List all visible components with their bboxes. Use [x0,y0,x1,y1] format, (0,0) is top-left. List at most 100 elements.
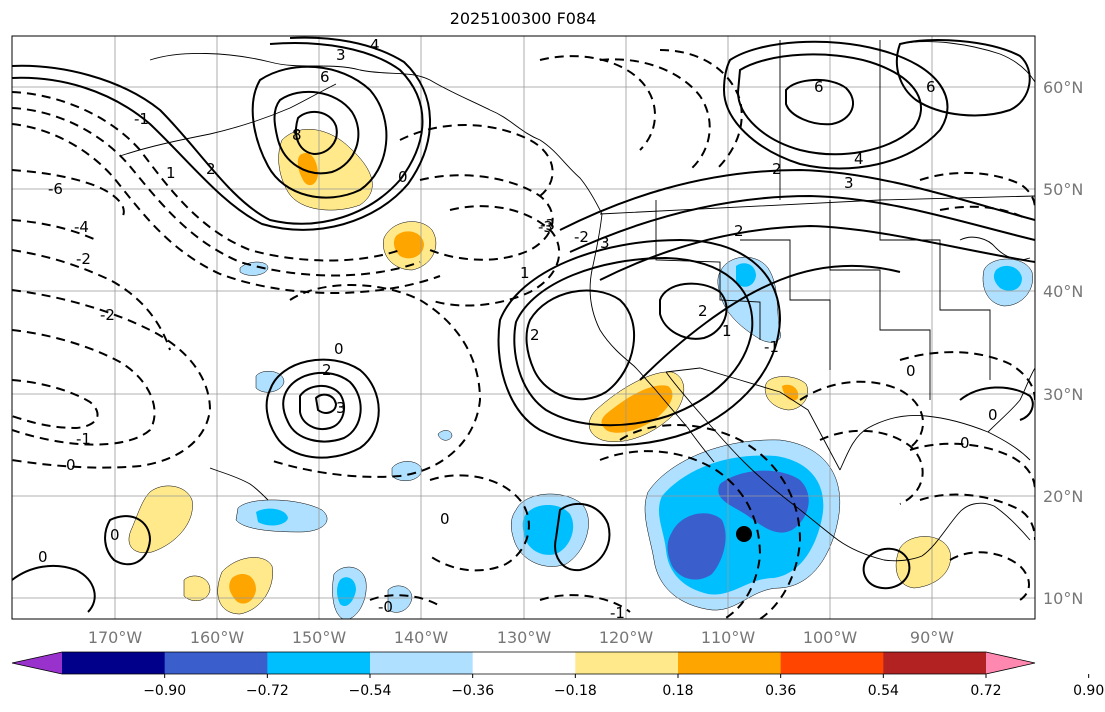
contour-dashed [12,107,421,277]
colorbar-tick-label: −0.18 [554,683,597,699]
shade-orange-midpac [393,231,424,259]
contour-label: -2 [76,250,91,268]
shade-blue-offshore [522,505,574,555]
lat-label: 10°N [1043,589,1083,608]
contour-label: 2 [530,326,540,344]
contour-dashed [539,594,631,613]
lon-label: 160°W [190,628,245,647]
colorbar-segment [472,652,576,674]
contour-label: 2 [698,302,708,320]
contour-label: 2 [206,160,216,178]
contour-label: -0 [378,598,393,616]
contour-label: 1 [722,322,732,340]
contour-label: 1 [520,264,530,282]
lon-labels: 170°W 160°W 150°W 140°W 130°W 120°W 110°… [88,628,954,647]
contour-dashed [899,351,1035,401]
colorbar-tick-label: −0.72 [246,683,289,699]
contour-solid [12,36,431,231]
coast-aleutians [119,83,337,157]
colorbar-segment [883,652,987,674]
contour-dashed [919,171,1035,209]
contour-label: -3 [538,218,553,236]
contour-dashed [12,91,401,262]
contour-label: 0 [398,168,408,186]
contour-dashed [12,249,171,351]
shade-darkblue-mexico-b [667,513,726,580]
contour-dashed [429,205,561,307]
colorbar-tick-label: 0.18 [662,683,693,699]
contour-dashed [12,379,99,430]
coast-yucatan [921,502,1031,557]
contour-label: 0 [66,456,76,474]
coastlines [119,40,1035,562]
shade-blue-south1 [337,577,356,607]
contour-solid [265,358,380,459]
contour-label: 3 [336,46,346,64]
shade-blue-great-lakes [993,265,1022,291]
contour-label: 2 [772,160,782,178]
map-content: 6 8 3 4 2 1 0 -1 -2 -3 -4 -6 2 3 0 -2 -1… [12,36,1035,619]
contour-label: 3 [844,174,854,192]
contour-solid [299,385,346,430]
lat-labels: 60°N 50°N 40°N 30°N 20°N 10°N [1043,78,1083,608]
shade-yellow-hawaii [128,485,193,554]
contour-label: -2 [100,306,115,324]
contour-label: 0 [440,510,450,528]
contour-solid [251,65,388,199]
colorbar-segment [575,652,679,674]
contour-label: 8 [292,126,302,144]
lon-label: 100°W [803,628,858,647]
contour-dashed [819,429,924,505]
contour-solid [862,547,911,590]
colorbar-segment [780,652,884,674]
contour-solid [12,564,96,613]
contour-dashed [599,58,711,171]
contour-label: -4 [74,218,89,236]
contour-label: 1 [166,164,176,182]
border-states-2 [740,239,831,370]
lon-label: 140°W [394,628,449,647]
lon-label: 110°W [701,628,756,647]
contours [12,36,1035,613]
contour-solid [314,393,338,414]
colorbar-tick-label: −0.36 [451,683,494,699]
contour-solid [659,282,728,340]
colorbar-tick-label: 0.72 [970,683,1001,699]
lon-label: 170°W [88,628,143,647]
lon-label: 150°W [292,628,347,647]
contour-labels: 6 8 3 4 2 1 0 -1 -2 -3 -4 -6 2 3 0 -2 -1… [38,36,998,619]
contour-label: -1 [76,430,91,448]
contour-solid [959,386,1034,421]
contour-label: 6 [926,78,936,96]
contour-dashed [419,174,554,261]
map-title: 2025100300 F084 [450,9,597,28]
contour-solid [497,238,782,447]
contour-label: 2 [322,361,332,379]
lat-label: 60°N [1043,78,1083,97]
contour-solid [785,78,854,126]
contour-label: 0 [960,434,970,452]
contour-solid [12,42,424,225]
colorbar-tick-label: −0.90 [143,683,186,699]
lat-label: 20°N [1043,487,1083,506]
contour-dashed [799,380,924,447]
contour-label: -1 [134,110,149,128]
contour-dashed [269,284,482,478]
contour-solid [559,168,1035,231]
coast-westcoast [589,213,655,389]
coast-gulfmex [839,415,1031,471]
contour-label: -3 [540,216,555,234]
contour-dashed [949,551,1030,601]
contour-dashed [429,474,530,572]
shade-yellow-centam [895,536,951,589]
contour-dashed [919,493,1035,541]
border-states-1 [655,200,761,340]
contour-solid [639,264,901,381]
contour-solid [569,194,1035,253]
colorbar-tick-label: 0.90 [1073,683,1104,699]
shade-blue-hawaii [256,508,288,526]
coast-hawaii [209,467,269,501]
colorbar-outline [11,651,1036,675]
